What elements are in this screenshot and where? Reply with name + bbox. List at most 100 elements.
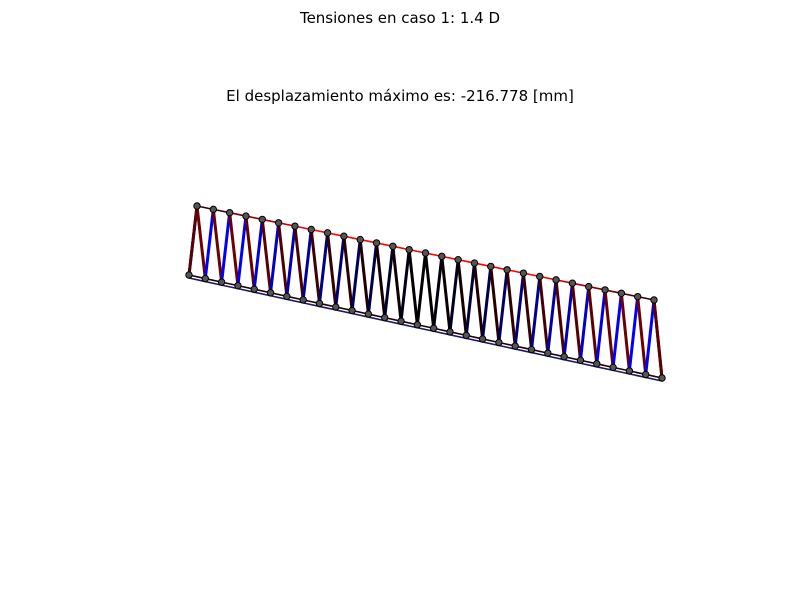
bottom-node [234,281,242,290]
bottom-node [446,328,454,336]
diagonal-member [293,224,305,302]
top-node [650,296,658,304]
diagonal-member [587,285,599,366]
diagonal-member [456,258,468,337]
diagonal-member [627,295,640,373]
bottom-node [266,289,275,297]
diagonal-member [415,251,427,327]
diagonal-member [252,217,264,291]
bottom-node [527,345,536,354]
top-node [536,272,544,281]
top-node [340,232,348,240]
diagonal-member [383,244,395,320]
diagonal-member [366,241,379,316]
diagonal-member [636,295,648,376]
bottom-node [315,299,324,308]
diagonal-member [432,254,444,330]
diagonal-member [211,207,224,284]
bottom-node [364,310,373,318]
top-node [552,276,560,284]
top-node [585,282,593,291]
diagonal-member [244,214,256,291]
bottom-node [544,349,552,357]
diagonal-member [538,275,550,355]
diagonal-member [619,291,631,373]
diagonal-member [228,211,240,288]
bottom-node [381,313,389,322]
truss-members [187,204,664,382]
diagonal-member [277,221,289,298]
top-node [242,212,250,220]
top-node [405,245,413,254]
bottom-node [299,296,307,304]
diagonal-member [546,278,558,355]
bottom-node [625,367,634,375]
diagonal-member [285,224,297,298]
diagonal-member [260,217,273,295]
bottom-node [413,321,422,329]
top-node [503,266,511,274]
bottom-node [495,338,503,347]
end-post-left [187,204,199,277]
suptitle: Tensiones en caso 1: 1.4 D [299,9,501,27]
diagonal-member [448,258,460,334]
diagonal-member [317,231,330,305]
bottom-node [658,374,666,382]
diagonal-member [472,261,485,341]
diagonal-member [375,241,387,320]
bottom-node [397,317,405,325]
bottom-node [201,274,210,283]
diagonal-member [570,281,582,362]
truss-nodes [185,202,666,382]
top-node [487,262,495,271]
top-node [372,239,381,247]
top-node [568,279,577,287]
diagonal-member [326,231,338,309]
diagonal-member [399,248,411,323]
diagonal-member [195,204,207,281]
diagonal-member [644,298,656,376]
diagonal-member [424,251,436,330]
bottom-node [348,306,356,315]
diagonal-member [269,221,281,295]
top-node [633,292,642,301]
diagonal-member [464,261,476,337]
bottom-node [185,271,193,279]
diagonal-member [358,238,370,316]
diagonal-member [562,281,574,359]
top-node [209,205,218,214]
bottom-node [429,324,438,332]
diagonal-member [554,278,566,359]
diagonal-member [489,264,501,344]
diagonal-member [513,271,525,348]
top-node [389,242,397,250]
bottom-node [511,342,519,350]
top-node [274,219,283,227]
bottom-node [283,292,291,301]
diagonal-member [407,248,419,327]
top-node [356,235,364,244]
diagonal-member [497,268,509,344]
diagonal-member [342,234,354,313]
top-node [225,209,234,217]
diagonal-member [334,234,346,309]
diagonal-member [309,228,321,305]
diagonal-member [220,211,232,284]
diagonal-member [521,271,534,352]
top-node [421,249,430,257]
bottom-node [609,363,617,372]
top-node [193,202,201,210]
bottom-node [593,360,601,368]
end-post-right [652,298,664,380]
top-node [519,269,528,277]
diagonal-member [595,288,607,366]
bottom-node [478,335,487,343]
diagonal-member [391,244,403,323]
diagonal-member [203,207,215,281]
bottom-node [250,285,258,293]
bottom-node [217,278,226,286]
bottom-node [560,352,568,361]
diagonal-member [481,264,493,341]
top-node [454,256,462,264]
